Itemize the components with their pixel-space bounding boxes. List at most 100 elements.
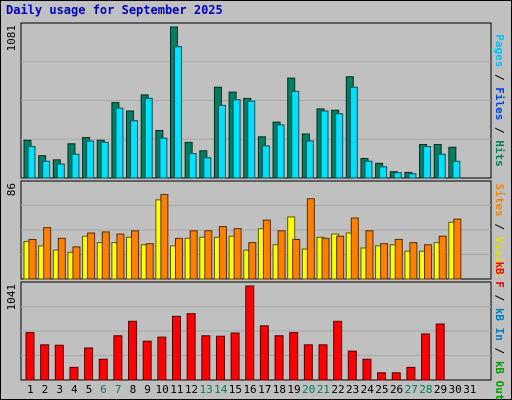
sites-bar (306, 198, 315, 280)
kbf-bar (333, 320, 343, 381)
sites-bar (233, 228, 242, 280)
x-tick-label: 2 (42, 383, 49, 396)
x-tick-label: 24 (361, 383, 375, 396)
kbf-bar (54, 344, 64, 381)
sites-bar (87, 232, 96, 280)
x-tick-label: 13 (200, 383, 213, 396)
pages-bar (452, 160, 461, 179)
x-tick-label: 19 (287, 383, 300, 396)
legend-kb-part: kB F (493, 261, 506, 288)
hits-ymax-label: 1081 (5, 25, 18, 52)
sites-bar (57, 237, 66, 280)
pages-bar (261, 145, 270, 179)
pages-bar (27, 146, 36, 179)
x-tick-label: 10 (156, 383, 169, 396)
pages-bar (159, 137, 168, 179)
pages-bar (349, 86, 358, 179)
kbf-bar (259, 325, 269, 381)
pages-bar (42, 160, 51, 179)
legend-kb-part: kB In (493, 308, 506, 341)
sites-bar (350, 217, 359, 280)
pages-bar (305, 140, 314, 179)
legend-pages-files-hits-part: Hits (493, 140, 506, 167)
x-tick-label: 4 (71, 383, 78, 396)
sites-bar (453, 218, 462, 280)
legend-kb: kB F / kB In / kB Out (493, 261, 506, 400)
sites-bar (28, 238, 37, 280)
x-tick-label: 28 (419, 383, 432, 396)
pages-bar (174, 46, 182, 179)
x-tick-label: 30 (449, 383, 462, 396)
sites-bar (116, 233, 125, 280)
x-tick-label: 9 (144, 383, 151, 396)
x-tick-label: 26 (390, 383, 403, 396)
x-tick-label: 23 (346, 383, 359, 396)
sites-bar (189, 230, 198, 280)
legend-kb-part: / (493, 288, 506, 308)
sites-bar (336, 235, 345, 280)
pages-bar (232, 99, 241, 179)
pages-bar (71, 153, 80, 179)
kbf-bar (142, 340, 152, 381)
pages-bar (320, 110, 329, 179)
kbf-bar (303, 344, 313, 381)
kbf-bar (289, 332, 299, 381)
kbf-bar (69, 366, 79, 381)
kbf-bar (113, 335, 123, 381)
pages-bar (423, 146, 432, 179)
sites-bar (248, 242, 257, 280)
legend-pages-files-hits-part: / (493, 67, 506, 87)
x-tick-label: 25 (375, 383, 388, 396)
chart-title: Daily usage for September 2025 (6, 3, 223, 17)
sites-bar (409, 242, 418, 280)
x-tick-label: 15 (229, 383, 242, 396)
pages-bar (188, 153, 197, 179)
x-tick-label: 22 (331, 383, 344, 396)
x-tick-label: 8 (130, 383, 137, 396)
x-tick-label: 31 (463, 383, 476, 396)
kbf-bar (435, 323, 445, 381)
pages-bar (335, 113, 344, 179)
legend-kb-part: / (493, 341, 506, 361)
sites-bar (101, 231, 110, 280)
x-tick-label: 18 (273, 383, 286, 396)
sites-bar (175, 237, 183, 280)
sites-bar (262, 219, 271, 280)
legend-pages-files-hits-part: Files (493, 87, 506, 120)
legend-sites-visits-part: Sites (493, 184, 506, 217)
kbf-bar (98, 358, 108, 381)
x-tick-label: 20 (302, 383, 315, 396)
sites-bar (321, 237, 330, 280)
kbf-bar (186, 313, 196, 381)
sites-bar (131, 230, 140, 280)
pages-bar (393, 172, 402, 179)
pages-bar (100, 141, 109, 179)
chart-bars (23, 26, 462, 381)
visits-ymax-label: 86 (5, 183, 18, 196)
legend-kb-part: kB Out (493, 361, 506, 400)
sites-bar (72, 246, 81, 280)
sites-bar (438, 235, 447, 280)
x-tick-label: 17 (258, 383, 271, 396)
kbf-bar (215, 335, 225, 381)
chart-panels (20, 22, 492, 381)
x-tick-label: 27 (405, 383, 418, 396)
kbf-bar (377, 372, 387, 381)
kbf-bar (172, 315, 181, 381)
kbf-bar (230, 332, 240, 381)
sites-bar (365, 230, 374, 280)
kbf-bar (84, 347, 94, 381)
kbf-bar (347, 350, 357, 381)
x-tick-label: 6 (100, 383, 107, 396)
pages-bar (291, 90, 300, 179)
x-tick-label: 16 (243, 383, 256, 396)
x-tick-label: 7 (115, 383, 122, 396)
kbf-bar (40, 344, 50, 381)
pages-bar (144, 97, 153, 179)
pages-bar (217, 104, 226, 179)
sites-bar (380, 243, 389, 280)
sites-bar (218, 226, 227, 280)
legend-sites-visits-part: Visits (493, 237, 506, 277)
